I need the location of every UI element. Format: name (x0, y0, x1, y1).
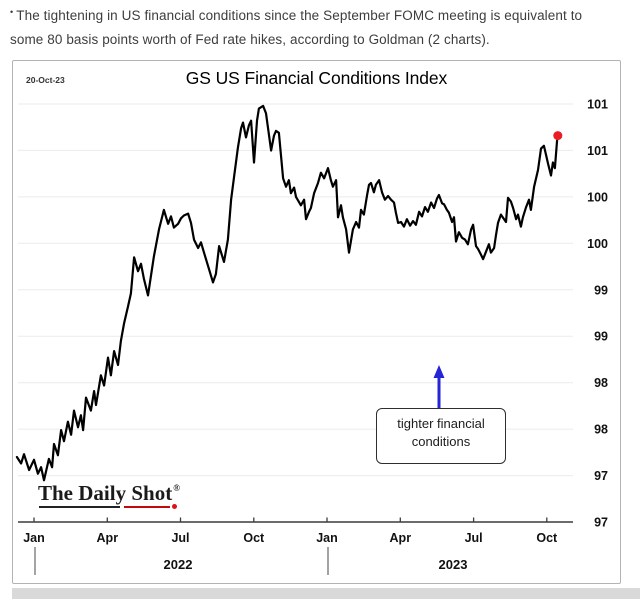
x-tick-label: Jan (316, 531, 338, 545)
latest-value-dot (553, 131, 563, 141)
x-tick-label: Oct (536, 531, 558, 545)
annotation-box: tighter financial conditions (376, 408, 506, 464)
year-label-2022: 2022 (164, 557, 193, 572)
chart-card: 20-Oct-23 GS US Financial Conditions Ind… (12, 60, 621, 584)
annotation-text-line2: conditions (411, 433, 471, 449)
y-tick-label: 99 (594, 283, 608, 297)
intro-paragraph: • The tightening in US financial conditio… (10, 0, 616, 52)
y-tick-label: 99 (594, 330, 608, 344)
daily-shot-logo: The Daily Shot® (38, 481, 198, 513)
fci-line-series (15, 104, 559, 482)
y-tick-label: 101 (587, 144, 608, 158)
x-tick-label: Oct (243, 531, 265, 545)
y-axis-labels: 101 101 100 100 99 99 98 98 97 97 (587, 98, 608, 530)
x-tick-label: Jan (23, 531, 45, 545)
y-tick-label: 100 (587, 190, 608, 204)
x-tick-label: Apr (390, 531, 412, 545)
y-tick-label: 100 (587, 237, 608, 251)
daily-shot-logo-text: The Daily Shot (38, 481, 173, 505)
x-axis-labels: Jan Apr Jul Oct Jan Apr Jul Oct (23, 531, 558, 545)
bottom-divider-bar (12, 588, 640, 599)
plot-area: 101 101 100 100 99 99 98 98 97 97 Jan Ap… (15, 98, 608, 575)
tighter-conditions-arrow (433, 365, 445, 408)
y-tick-label: 97 (594, 469, 608, 483)
x-axis-ticks (33, 517, 548, 522)
bullet-marker: • (10, 7, 14, 17)
x-tick-label: Jul (171, 531, 189, 545)
y-tick-label: 98 (594, 376, 608, 390)
y-tick-label: 97 (594, 516, 608, 530)
logo-underline-black (39, 506, 120, 508)
x-tick-label: Apr (97, 531, 119, 545)
logo-underline-red (124, 506, 170, 508)
x-tick-label: Jul (465, 531, 483, 545)
chart-title: GS US Financial Conditions Index (185, 68, 448, 88)
intro-text: The tightening in US financial condition… (10, 8, 583, 47)
y-tick-label: 101 (587, 98, 608, 112)
y-tick-label: 98 (594, 423, 608, 437)
logo-red-dot (172, 504, 177, 509)
annotation-text-line1: tighter financial (397, 416, 485, 431)
registered-mark: ® (173, 483, 180, 493)
year-label-2023: 2023 (439, 557, 468, 572)
chart-date-stamp: 20-Oct-23 (26, 75, 65, 85)
